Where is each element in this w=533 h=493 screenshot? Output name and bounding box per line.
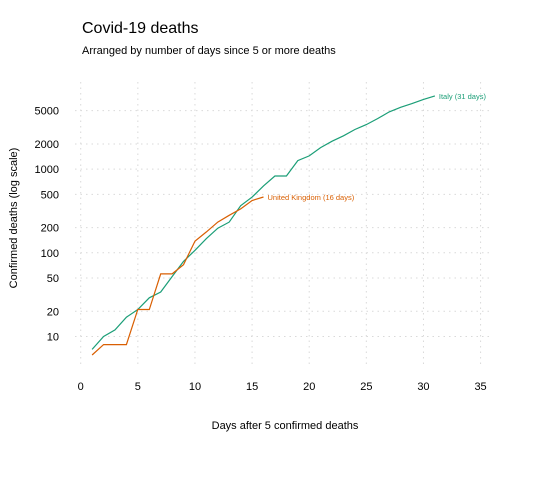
- y-tick-label: 200: [41, 223, 59, 235]
- grid: [75, 82, 492, 368]
- chart-title: Covid-19 deaths: [82, 20, 199, 37]
- series-lines: [91, 95, 436, 356]
- x-tick-label: 30: [417, 381, 429, 393]
- series-label-united-kingdom: United Kingdom (16 days): [268, 193, 355, 202]
- y-tick-label: 20: [47, 306, 59, 318]
- series-line-united-kingdom: [91, 196, 264, 356]
- x-tick-label: 20: [303, 381, 315, 393]
- x-tick-label: 10: [189, 381, 201, 393]
- y-tick-label: 500: [41, 189, 59, 201]
- y-tick-label: 50: [47, 273, 59, 285]
- y-tick-label: 100: [41, 248, 59, 260]
- y-tick-label: 5000: [35, 106, 59, 118]
- y-tick-label: 10: [47, 331, 59, 343]
- series-label-italy: Italy (31 days): [439, 92, 487, 101]
- series-labels: Italy (31 days) United Kingdom (16 days): [268, 92, 487, 202]
- x-tick-label: 0: [78, 381, 84, 393]
- x-axis-label: Days after 5 confirmed deaths: [211, 420, 359, 432]
- y-tick-label: 2000: [35, 139, 59, 151]
- chart-subtitle: Arranged by number of days since 5 or mo…: [82, 45, 336, 57]
- x-tick-label: 15: [246, 381, 258, 393]
- y-tick-label: 1000: [35, 164, 59, 176]
- x-tick-label: 25: [360, 381, 372, 393]
- axis-ticks: 0 5 10 15 20 25 30 35 10 20 50 100 200 500 1000 2000 500…: [35, 106, 487, 393]
- x-tick-label: 35: [474, 381, 486, 393]
- series-line-italy: [91, 95, 436, 350]
- x-tick-label: 5: [135, 381, 141, 393]
